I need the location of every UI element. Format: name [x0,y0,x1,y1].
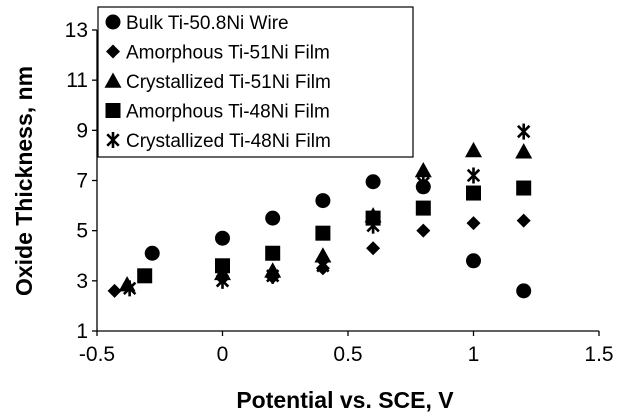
x-axis-title: Potential vs. SCE, V [236,387,454,413]
circle-marker [144,245,160,261]
data-point [516,180,532,196]
triangle-marker [104,72,122,88]
triangle-marker [314,247,332,263]
diamond-marker [366,241,381,256]
data-point [465,141,482,158]
x-tick-label: -0.5 [79,343,115,366]
data-point [516,283,532,299]
y-axis-title: Oxide Thickness, nm [11,66,37,296]
legend-box [97,6,414,158]
series-diamond [107,213,531,298]
legend: Bulk Ti-50.8Ni Wire Amorphous Ti-51Ni Fil… [97,6,414,158]
data-point [215,230,230,246]
circle-marker [265,210,281,226]
y-tick-label: 5 [76,220,88,243]
data-point [517,123,531,140]
series-asterisk [122,123,531,297]
square-marker [516,180,532,196]
data-point [314,247,332,263]
square-marker [215,258,230,274]
data-point [366,217,380,234]
y-tick-label: 9 [76,119,88,142]
circle-marker [466,253,481,269]
legend-label: Amorphous Ti-48Ni Film [126,102,330,123]
x-tick-label: 0.5 [333,343,362,366]
data-point [265,210,281,226]
data-point [466,185,481,201]
series-circle [144,174,532,299]
legend-marker [106,44,120,59]
y-tick-label: 1 [76,320,88,343]
circle-marker [105,14,121,30]
legend-item: Crystallized Ti-48Ni Film [106,131,331,152]
square-marker [265,245,281,261]
data-point [466,253,481,269]
data-point [515,143,533,159]
data-point [215,272,230,289]
data-points [107,123,533,299]
x-tick-label: 1 [468,343,480,366]
triangle-marker [515,143,533,159]
legend-marker [106,132,120,148]
circle-marker [365,174,381,190]
data-point [416,175,430,192]
square-marker [137,268,153,284]
square-marker [315,225,331,241]
legend-marker [105,14,121,30]
y-tick-label: 7 [76,170,88,193]
legend-item: Amorphous Ti-51Ni Film [106,43,330,64]
data-point [365,174,381,190]
data-point [366,241,381,256]
y-tick-label: 13 [65,19,88,42]
square-marker [105,103,121,118]
legend-label: Bulk Ti-50.8Ni Wire [126,13,289,34]
data-point [215,258,230,274]
data-point [466,167,481,184]
triangle-marker [465,141,482,158]
legend-label: Crystallized Ti-48Ni Film [126,131,331,152]
circle-marker [215,230,230,246]
data-point [315,225,331,241]
data-point [416,223,431,238]
data-point [144,245,160,261]
y-tick-label: 11 [66,69,88,92]
legend-label: Amorphous Ti-51Ni Film [126,43,330,64]
diamond-marker [466,216,481,231]
circle-marker [516,283,532,299]
data-point [265,245,281,261]
x-tick-label: 0 [217,343,229,366]
data-point [414,161,432,178]
data-point [107,283,122,298]
series-square [137,180,532,284]
diamond-marker [416,223,431,238]
triangle-marker [414,161,432,178]
square-marker [415,200,431,216]
diamond-marker [107,283,122,298]
y-tick-label: 3 [76,270,88,293]
legend-item: Bulk Ti-50.8Ni Wire [105,13,289,34]
data-point [316,257,330,274]
data-point [466,216,481,231]
data-point [266,267,280,284]
legend-marker [104,72,122,88]
diamond-marker [516,213,531,228]
data-point [516,213,531,228]
data-point [415,200,431,216]
diamond-marker [106,44,120,59]
data-point [122,280,137,297]
legend-item: Amorphous Ti-48Ni Film [105,102,330,123]
x-tick-label: 1.5 [584,343,613,366]
legend-marker [105,103,121,118]
legend-item: Crystallized Ti-51Ni Film [104,72,331,93]
legend-label: Crystallized Ti-51Ni Film [126,72,331,93]
data-point [137,268,153,284]
data-point [315,193,331,209]
square-marker [466,185,481,201]
circle-marker [315,193,331,209]
